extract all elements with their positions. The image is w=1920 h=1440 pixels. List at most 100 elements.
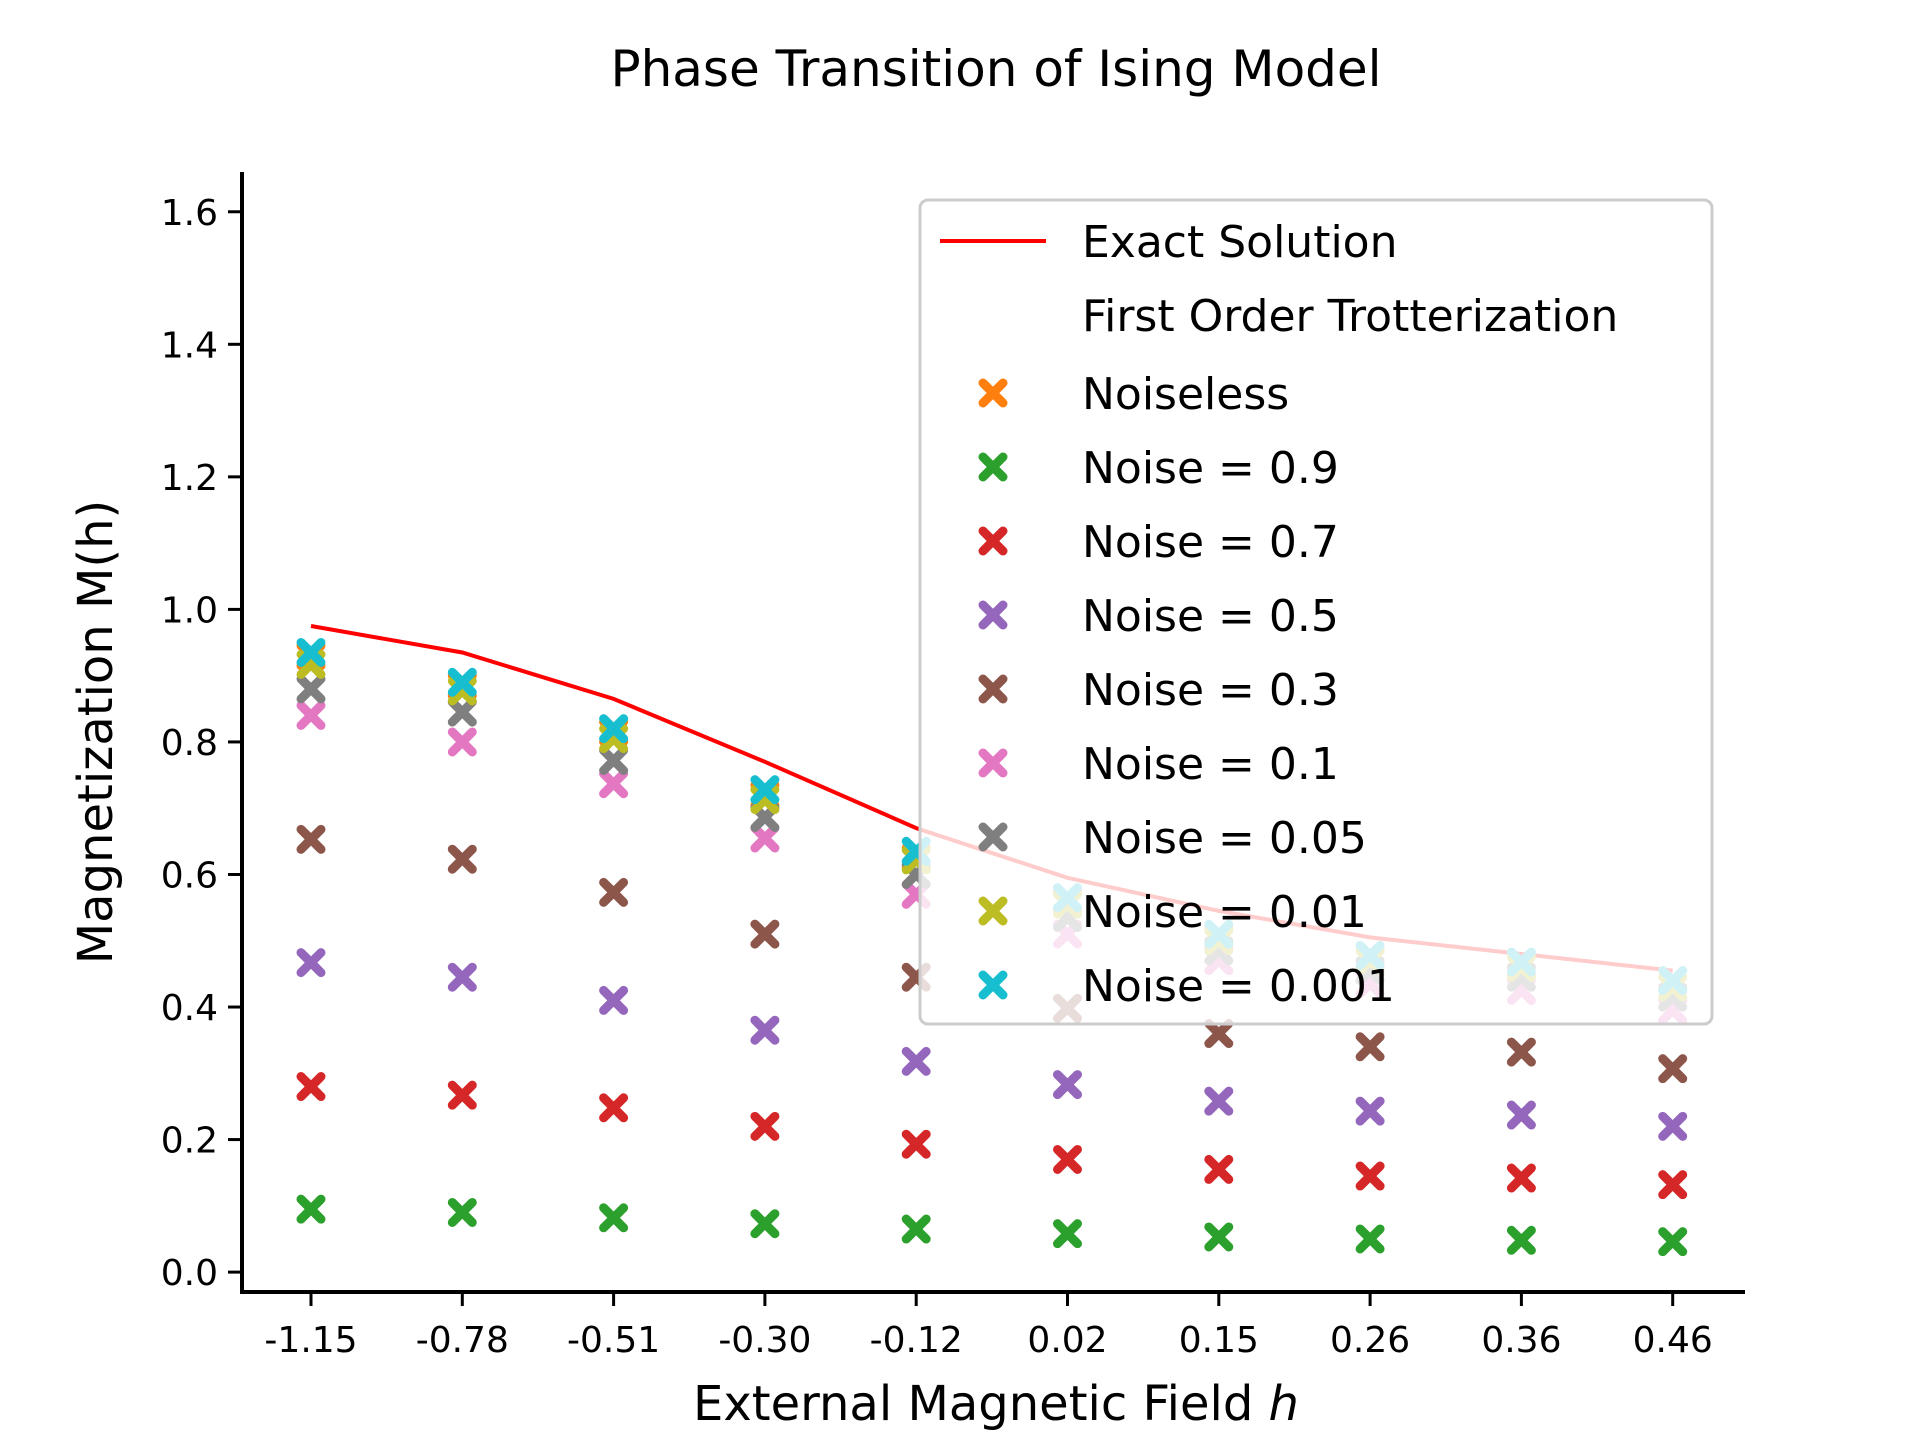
legend-entry: Noise = 0.001 [978,961,1395,1012]
y-tick-label: 0.0 [161,1253,218,1294]
y-tick-label: 1.4 [161,325,218,366]
x-tick-label: 0.26 [1330,1320,1410,1361]
x-tick-label: -0.51 [567,1320,660,1361]
legend-marker [978,526,1008,556]
x-tick-label: 0.02 [1027,1320,1107,1361]
data-point [599,714,629,744]
legend-entry: Noise = 0.5 [978,591,1339,642]
data-point [1355,1096,1385,1126]
legend-label: Noise = 0.01 [1082,887,1367,938]
legend-entry: Noise = 0.9 [978,443,1339,494]
data-point [1658,1227,1688,1257]
legend-label: Noiseless [1082,369,1289,420]
data-point [447,667,477,697]
data-point [447,727,477,757]
data-point [447,962,477,992]
legend-marker [978,970,1008,1000]
legend-label: Noise = 0.1 [1082,739,1339,790]
data-point [1658,1054,1688,1084]
y-tick-label: 0.4 [161,988,218,1029]
data-point [599,877,629,907]
data-point [1506,1163,1536,1193]
legend-marker [978,378,1008,408]
data-point [447,844,477,874]
data-point [447,1197,477,1227]
data-point [1053,1144,1082,1174]
data-point [296,1072,326,1102]
legend-label: Noise = 0.9 [1082,443,1339,494]
data-point [447,697,477,727]
legend-entry: Noise = 0.7 [978,517,1339,568]
data-point [296,1194,326,1224]
data-point [296,637,326,667]
x-tick-label: 0.36 [1481,1320,1561,1361]
legend: Exact Solution First Order Trotterizatio… [918,198,1714,1026]
x-axis-label: External Magnetic Field h [693,1376,1299,1432]
legend-marker [978,452,1008,482]
x-tick-label: 0.46 [1633,1320,1713,1361]
data-point [599,769,629,799]
data-point [750,775,780,805]
data-point [901,1046,931,1076]
x-axis-label-text: External Magnetic Field [693,1376,1269,1432]
legend-label: Noise = 0.3 [1082,665,1339,716]
x-tick-label: -0.30 [718,1320,811,1361]
legend-marker [978,600,1008,630]
series-2 [296,1072,1688,1200]
legend-entry: Noise = 0.05 [978,813,1367,864]
x-tick-label: -0.12 [870,1320,963,1361]
data-point [1506,1100,1536,1130]
data-point [901,1129,931,1159]
data-point [1658,1170,1688,1200]
data-point [1053,1070,1082,1100]
legend-frame [918,198,1714,1026]
data-point [1204,1222,1234,1252]
legend-label: Noise = 0.05 [1082,813,1367,864]
x-axis-label-variable: h [1269,1376,1299,1432]
y-tick-label: 0.8 [161,723,218,764]
legend-entry: Noise = 0.01 [978,887,1367,938]
data-point [599,745,629,775]
data-point [1355,1161,1385,1191]
legend-label-exact-solution: Exact Solution [1082,217,1397,268]
data-point [750,1015,780,1045]
data-point [750,1209,780,1239]
data-point [599,1093,629,1123]
series-3 [296,948,1688,1141]
data-point [1506,1037,1536,1067]
y-tick-label: 0.2 [161,1121,218,1162]
data-point [599,1203,629,1233]
legend-marker [978,822,1008,852]
data-point [1355,1224,1385,1254]
legend-label: Noise = 0.7 [1082,517,1339,568]
data-point [750,1111,780,1141]
y-ticks: 0.0 0.2 0.4 0.6 0.8 1.0 1.2 1.4 1.6 [161,193,242,1294]
data-point [296,824,326,854]
data-point [447,1080,477,1110]
legend-header: First Order Trotterization [1082,291,1618,342]
data-point [1355,1032,1385,1062]
data-point [1204,1019,1234,1049]
legend-marker [978,896,1008,926]
series-1 [296,1194,1688,1257]
x-tick-label: -1.15 [264,1320,357,1361]
legend-entry: Noise = 0.1 [978,739,1339,790]
chart-title: Phase Transition of Ising Model [610,40,1381,98]
y-tick-label: 1.6 [161,193,218,234]
data-point [1658,1111,1688,1141]
y-tick-label: 0.6 [161,855,218,896]
y-tick-label: 1.2 [161,458,218,499]
data-point [1204,1086,1234,1116]
data-point [296,700,326,730]
data-point [1506,1225,1536,1255]
data-point [750,823,780,853]
data-point [296,948,326,978]
y-axis-label: Magnetization M(h) [68,500,124,965]
legend-entries: Noiseless Noise = 0.9 Noise = 0.7 Noise = 0… [978,369,1395,1012]
legend-entry: Noise = 0.3 [978,665,1339,716]
x-ticks: -1.15 -0.78 -0.51 -0.30 -0.12 0.02 0.15 0.26 0.3… [264,1292,1713,1361]
y-tick-label: 1.0 [161,590,218,631]
data-point [901,1214,931,1244]
legend-entry: Noiseless [978,369,1289,420]
